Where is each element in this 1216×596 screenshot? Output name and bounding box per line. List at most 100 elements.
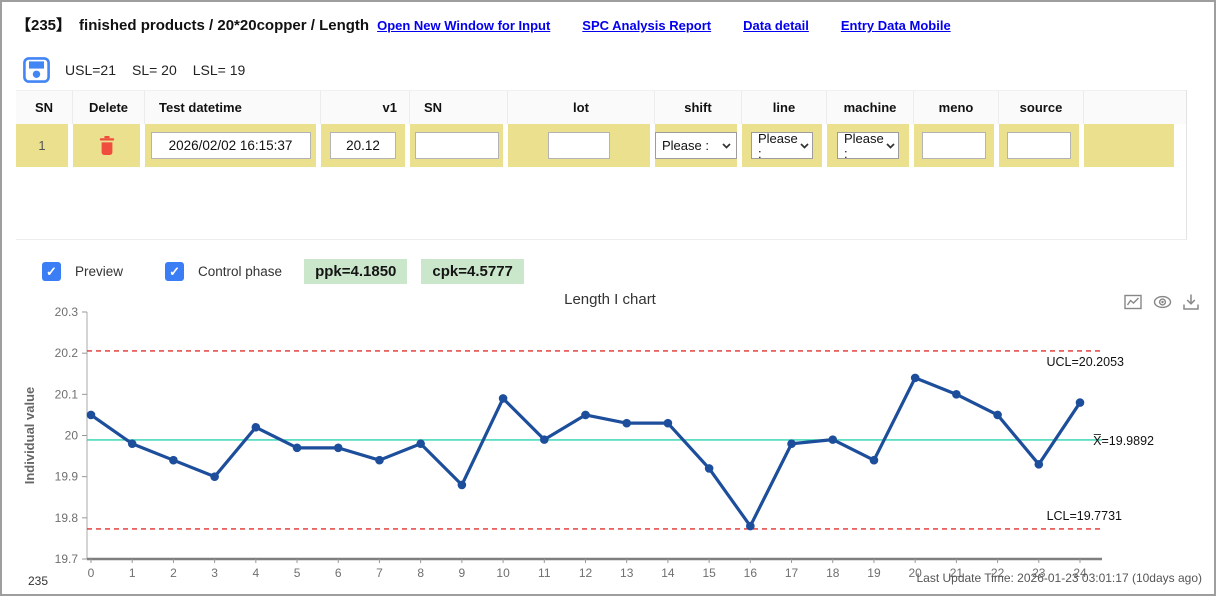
data-point[interactable] [952, 390, 961, 399]
x-axis-tick-label: 22 [991, 566, 1005, 580]
record-count: 235 [28, 574, 49, 588]
chevron-down-icon [886, 142, 895, 149]
y-axis-tick-label: 20.3 [55, 305, 79, 319]
line-select-value: Please : [758, 130, 798, 161]
data-point[interactable] [910, 373, 920, 383]
col-header-shift: shift [655, 91, 742, 124]
col-header-spacer [1084, 91, 1174, 124]
chevron-down-icon [800, 142, 809, 149]
data-point[interactable] [169, 455, 178, 465]
data-point[interactable] [746, 521, 755, 531]
data-entry-table: SN Delete Test datetime v1 SN lot shift … [16, 90, 1187, 240]
test-datetime-input[interactable] [150, 132, 311, 159]
data-point[interactable] [251, 422, 261, 432]
col-header-line: line [742, 91, 827, 124]
y-axis-tick-label: 19.7 [55, 552, 79, 566]
mean-label: X̅=19.9892 [1093, 434, 1154, 448]
save-icon [23, 57, 50, 83]
machine-select[interactable]: Please : [837, 131, 899, 161]
y-axis-tick-label: 19.8 [55, 511, 79, 525]
view-toggle-button[interactable] [1153, 293, 1172, 311]
x-axis-tick-label: 13 [620, 566, 634, 580]
table-header-row: SN Delete Test datetime v1 SN lot shift … [16, 90, 1186, 124]
source-input[interactable] [1007, 132, 1071, 159]
delete-row-button[interactable] [97, 135, 117, 157]
x-axis-tick-label: 16 [744, 566, 758, 580]
table-row: 1 Please : [16, 124, 1186, 167]
eye-icon [1153, 295, 1172, 309]
x-axis-tick-label: 19 [867, 566, 881, 580]
data-point[interactable] [1034, 460, 1044, 469]
y-axis-tick-label: 19.9 [55, 470, 79, 484]
link-data-detail[interactable]: Data detail [743, 18, 809, 33]
data-point[interactable] [1075, 398, 1085, 407]
data-point[interactable] [292, 443, 302, 453]
data-point[interactable] [375, 455, 384, 465]
y-axis-tick-label: 20 [65, 429, 79, 443]
data-point[interactable] [127, 439, 137, 449]
data-point[interactable] [416, 439, 425, 449]
col-header-delete: Delete [73, 91, 145, 124]
shift-select[interactable]: Please : [655, 132, 737, 159]
col-header-source: source [999, 91, 1084, 124]
x-axis-tick-label: 6 [335, 566, 342, 580]
x-axis-tick-label: 2 [170, 566, 177, 580]
data-point[interactable] [539, 435, 549, 444]
col-header-lot: lot [508, 91, 655, 124]
lcl-label: LCL=19.7731 [1047, 509, 1122, 523]
link-open-new-window[interactable]: Open New Window for Input [377, 18, 551, 33]
x-axis-tick-label: 11 [538, 566, 551, 580]
x-axis-tick-label: 7 [376, 566, 383, 580]
data-point[interactable] [828, 435, 838, 444]
save-button[interactable] [22, 56, 51, 84]
lot-input[interactable] [548, 132, 610, 159]
x-axis-tick-label: 9 [459, 566, 466, 580]
v1-input[interactable] [330, 132, 396, 159]
download-chart-button[interactable] [1182, 293, 1200, 311]
preview-checkbox[interactable] [42, 262, 61, 281]
window-id: 【235】 [16, 17, 72, 34]
col-header-test-datetime: Test datetime [145, 91, 321, 124]
control-phase-label: Control phase [198, 264, 283, 279]
data-point[interactable] [869, 455, 879, 465]
y-axis-tick-label: 20.1 [55, 387, 79, 401]
data-point[interactable] [787, 439, 796, 449]
col-header-machine: machine [827, 91, 914, 124]
control-chart: Individual value19.719.819.92020.120.220… [22, 305, 1154, 580]
chart-title: Length I chart [564, 291, 656, 308]
x-axis-tick-label: 4 [252, 566, 259, 580]
meno-input[interactable] [922, 132, 986, 159]
data-point[interactable] [86, 410, 96, 420]
last-update-time: Last Update Time: 2026-01-23 03:01:17 (1… [916, 571, 1202, 585]
data-point[interactable] [622, 418, 632, 428]
col-header-sn2: SN [410, 91, 508, 124]
chevron-down-icon [722, 142, 731, 149]
line-select[interactable]: Please : [751, 130, 813, 161]
y-axis-title: Individual value [22, 387, 37, 485]
data-point[interactable] [581, 410, 590, 420]
shift-select-value: Please : [662, 138, 709, 153]
data-point[interactable] [498, 394, 508, 403]
y-axis-tick-label: 20.2 [55, 346, 79, 360]
data-point[interactable] [993, 410, 1002, 420]
data-point[interactable] [704, 464, 714, 473]
col-header-sn: SN [16, 91, 73, 124]
x-axis-tick-label: 10 [496, 566, 510, 580]
top-navigation: 【235】 finished products / 20*20copper / … [16, 14, 951, 35]
x-axis-tick-label: 0 [88, 566, 95, 580]
line-chart-toggle-button[interactable] [1124, 293, 1142, 311]
x-axis-tick-label: 12 [579, 566, 593, 580]
page-title: finished products / 20*20copper / Length [79, 17, 370, 34]
sn-input[interactable] [414, 132, 499, 159]
data-point[interactable] [210, 472, 219, 481]
x-axis-tick-label: 23 [1032, 566, 1046, 580]
data-point[interactable] [333, 443, 343, 453]
x-axis-tick-label: 20 [908, 566, 922, 580]
link-spc-analysis-report[interactable]: SPC Analysis Report [582, 18, 712, 33]
ppk-badge: ppk=4.1850 [304, 259, 408, 284]
line-chart-icon [1124, 294, 1142, 310]
data-point[interactable] [663, 418, 673, 428]
data-point[interactable] [457, 480, 467, 490]
link-entry-data-mobile[interactable]: Entry Data Mobile [840, 18, 951, 33]
control-phase-checkbox[interactable] [165, 262, 185, 281]
